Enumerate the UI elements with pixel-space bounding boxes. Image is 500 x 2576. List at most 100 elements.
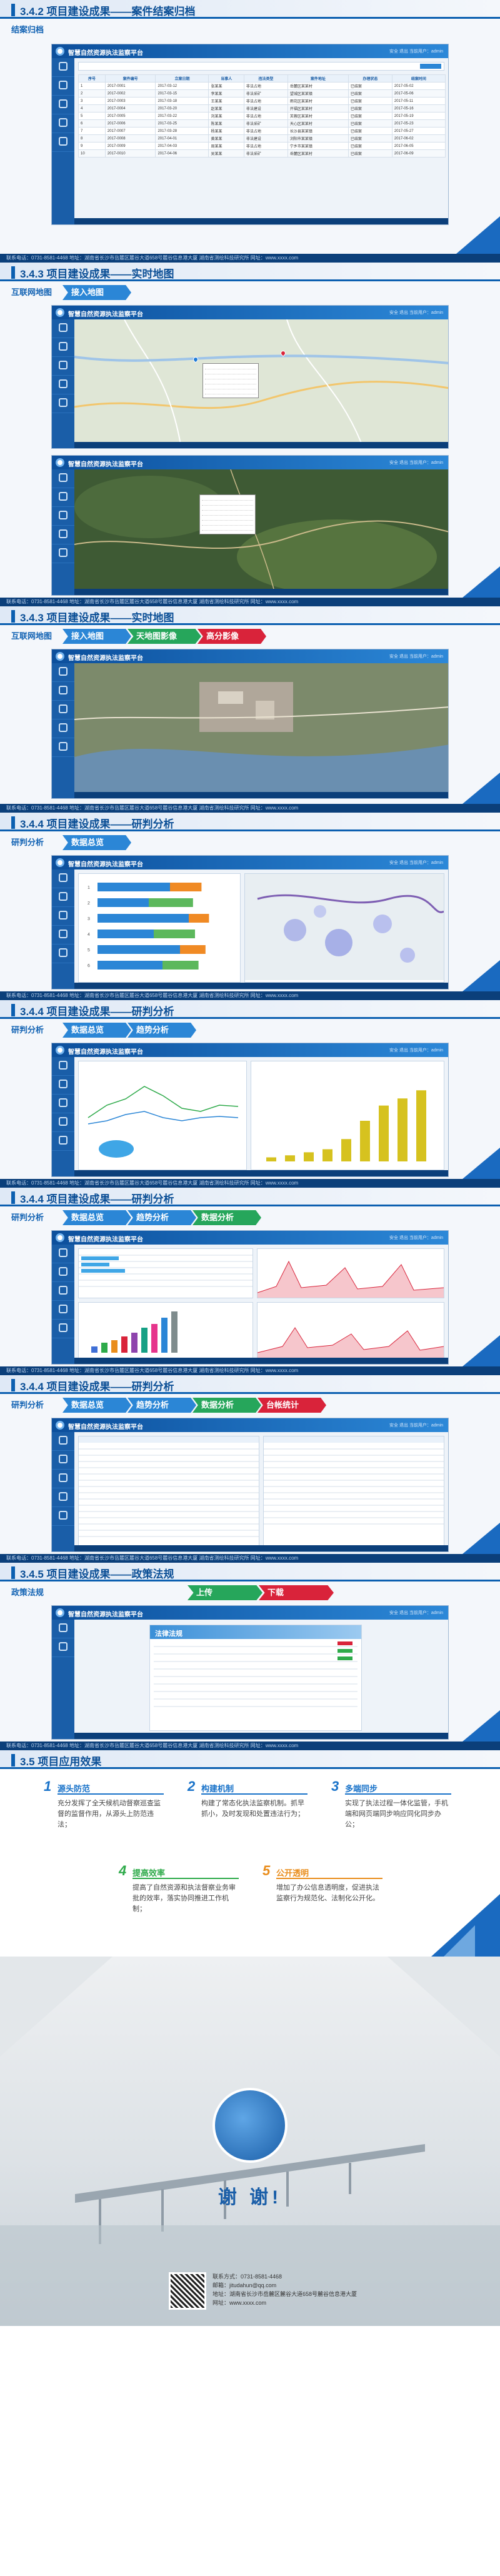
sidebar-item-home[interactable] [52, 1057, 74, 1076]
tab-data[interactable]: 数据分析 [192, 1210, 261, 1225]
sidebar-item-law[interactable] [52, 1507, 74, 1526]
table-row[interactable]: 10 2017-0010 2017-04-06 吴某某 非法采矿 岳麓区某某村 已结案 201… [78, 149, 446, 158]
sidebar-item-case[interactable] [52, 507, 74, 526]
table-row[interactable]: 5 2017-0005 2017-03-22 刘某某 非法占地 芙蓉区某某村 已结案 2017… [78, 112, 446, 120]
sidebar-item-case[interactable] [52, 357, 74, 376]
tab-access-map[interactable]: 接入地图 [62, 629, 131, 644]
column-bar [416, 1090, 426, 1161]
sidebar-item-law[interactable] [52, 738, 74, 757]
sidebar-item-law[interactable] [52, 1638, 74, 1657]
table-cell: 2017-03-28 [155, 127, 209, 135]
tab-label[interactable]: 政策法规 [11, 1588, 44, 1597]
tab-label[interactable]: 研判分析 [11, 1025, 44, 1035]
upload-tab[interactable]: 上传 [188, 1585, 262, 1600]
tab-label[interactable]: 互联网地图 [11, 631, 52, 641]
sidebar-item-analysis[interactable] [52, 719, 74, 738]
sidebar-item-analysis[interactable] [52, 926, 74, 945]
sidebar-item-map[interactable] [52, 77, 74, 96]
sidebar-item-analysis[interactable] [52, 1301, 74, 1320]
app-user-info[interactable]: 安全 退出 当前用户：admin [389, 654, 443, 659]
table-row[interactable]: 9 2017-0009 2017-04-03 周某某 非法占地 宁乡市某某镇 已结案 2017… [78, 142, 446, 150]
tab-label[interactable]: 研判分析 [11, 1400, 44, 1410]
table-cell: 5 [78, 112, 106, 120]
sidebar-item-home[interactable] [52, 663, 74, 682]
sidebar-item-analysis[interactable] [52, 114, 74, 133]
tab-overview[interactable]: 数据总览 [62, 1398, 131, 1413]
tab-overview[interactable]: 数据总览 [62, 1210, 131, 1225]
sidebar-item-case[interactable] [52, 907, 74, 926]
sidebar-item-analysis[interactable] [52, 526, 74, 544]
app-user-info[interactable]: 安全 退出 当前用户：admin [389, 1423, 443, 1428]
table-row[interactable]: 1 2017-0001 2017-03-12 张某某 非法占地 岳麓区某某村 已结案 2017… [78, 82, 446, 90]
tab-hires[interactable]: 高分影像 [198, 629, 266, 644]
sidebar-item-map[interactable] [52, 1076, 74, 1095]
table-row[interactable]: 3 2017-0003 2017-03-18 王某某 非法占地 雨花区某某村 已结案 2017… [78, 97, 446, 105]
sidebar-item-law[interactable] [52, 544, 74, 563]
sidebar-item-home[interactable] [52, 319, 74, 338]
tab-label[interactable]: 结案归档 [11, 25, 44, 34]
sidebar-item-map[interactable] [52, 888, 74, 907]
sidebar-item-home[interactable] [52, 1432, 74, 1451]
tab-label[interactable]: 互联网地图 [11, 288, 52, 297]
sidebar-item-case[interactable] [52, 1095, 74, 1113]
sidebar-item-law[interactable] [52, 133, 74, 152]
sidebar-item-map[interactable] [52, 1451, 74, 1470]
sidebar-item-home[interactable] [52, 1245, 74, 1263]
sidebar-item-law[interactable] [52, 945, 74, 963]
map-popup[interactable] [199, 494, 256, 534]
sidebar-item-home[interactable] [52, 1620, 74, 1638]
app-user-info[interactable]: 安全 退出 当前用户：admin [389, 1048, 443, 1053]
sidebar-item-map[interactable] [52, 1263, 74, 1282]
search-button[interactable] [420, 64, 441, 69]
sidebar-item-law[interactable] [52, 1320, 74, 1338]
map-popup[interactable] [202, 363, 259, 398]
sidebar-item-analysis[interactable] [52, 1488, 74, 1507]
table-row[interactable]: 7 2017-0007 2017-03-28 杨某某 非法占地 长沙县某某镇 已结案 2017… [78, 127, 446, 135]
app-name: 智慧自然资源执法监察平台 [68, 461, 143, 468]
sidebar-item-map[interactable] [52, 488, 74, 507]
status-bar [74, 1358, 448, 1364]
app-user-info[interactable]: 安全 退出 当前用户：admin [389, 49, 443, 54]
app-user-info[interactable]: 安全 退出 当前用户：admin [389, 311, 443, 315]
sidebar-item-analysis[interactable] [52, 1113, 74, 1132]
tab-overview[interactable]: 数据总览 [62, 1023, 131, 1038]
download-tab[interactable]: 下载 [259, 1585, 334, 1600]
sidebar-item-case[interactable] [52, 1470, 74, 1488]
tab-label[interactable]: 研判分析 [11, 1213, 44, 1222]
sidebar-item-law[interactable] [52, 1132, 74, 1151]
sidebar-item-case[interactable] [52, 1282, 74, 1301]
tab-trend[interactable]: 趋势分析 [128, 1398, 196, 1413]
app-window: 智慧自然资源执法监察平台 安全 退出 当前用户：admin 序号 案件编号 立案日期… [51, 44, 449, 225]
sidebar-item-home[interactable] [52, 58, 74, 77]
street-map[interactable] [74, 319, 448, 442]
app-user-info[interactable]: 安全 退出 当前用户：admin [389, 861, 443, 865]
hires-map[interactable] [74, 663, 448, 792]
sidebar-item-law[interactable] [52, 394, 74, 413]
tab-tianditu[interactable]: 天地图影像 [128, 629, 201, 644]
tab-trend[interactable]: 趋势分析 [128, 1023, 196, 1038]
tab-overview[interactable]: 数据总览 [62, 835, 131, 850]
table-cell: 刘某某 [208, 112, 244, 120]
app-user-info[interactable]: 安全 退出 当前用户：admin [389, 461, 443, 465]
table-cell: 2017-0002 [104, 89, 156, 98]
result-heading: 源头防范 [58, 1784, 91, 1793]
tab-ledger[interactable]: 台帐统计 [258, 1398, 326, 1413]
app-user-info[interactable]: 安全 退出 当前用户：admin [389, 1611, 443, 1615]
sidebar-item-case[interactable] [52, 701, 74, 719]
sidebar-item-map[interactable] [52, 682, 74, 701]
tab-data[interactable]: 数据分析 [192, 1398, 261, 1413]
sidebar-item-case[interactable] [52, 96, 74, 114]
app-user-info[interactable]: 安全 退出 当前用户：admin [389, 1236, 443, 1240]
sidebar-item-home[interactable] [52, 870, 74, 888]
sidebar-item-map[interactable] [52, 338, 74, 357]
sidebar-item-analysis[interactable] [52, 376, 74, 394]
table-row[interactable]: 2 2017-0002 2017-03-15 李某某 非法采矿 望城区某某镇 已结案 2017… [78, 89, 446, 98]
tab-trend[interactable]: 趋势分析 [128, 1210, 196, 1225]
satellite-map[interactable] [74, 469, 448, 589]
table-row[interactable]: 8 2017-0008 2017-04-01 黄某某 非法建设 浏阳市某某镇 已结案 2017… [78, 134, 446, 143]
tab-access-map[interactable]: 接入地图 [62, 285, 131, 300]
sidebar-item-home[interactable] [52, 469, 74, 488]
table-row[interactable]: 4 2017-0004 2017-03-20 赵某某 非法建设 开福区某某村 已结案 2017… [78, 104, 446, 113]
table-row[interactable]: 6 2017-0006 2017-03-25 陈某某 非法采矿 天心区某某村 已结案 2017… [78, 119, 446, 128]
tab-label[interactable]: 研判分析 [11, 838, 44, 847]
